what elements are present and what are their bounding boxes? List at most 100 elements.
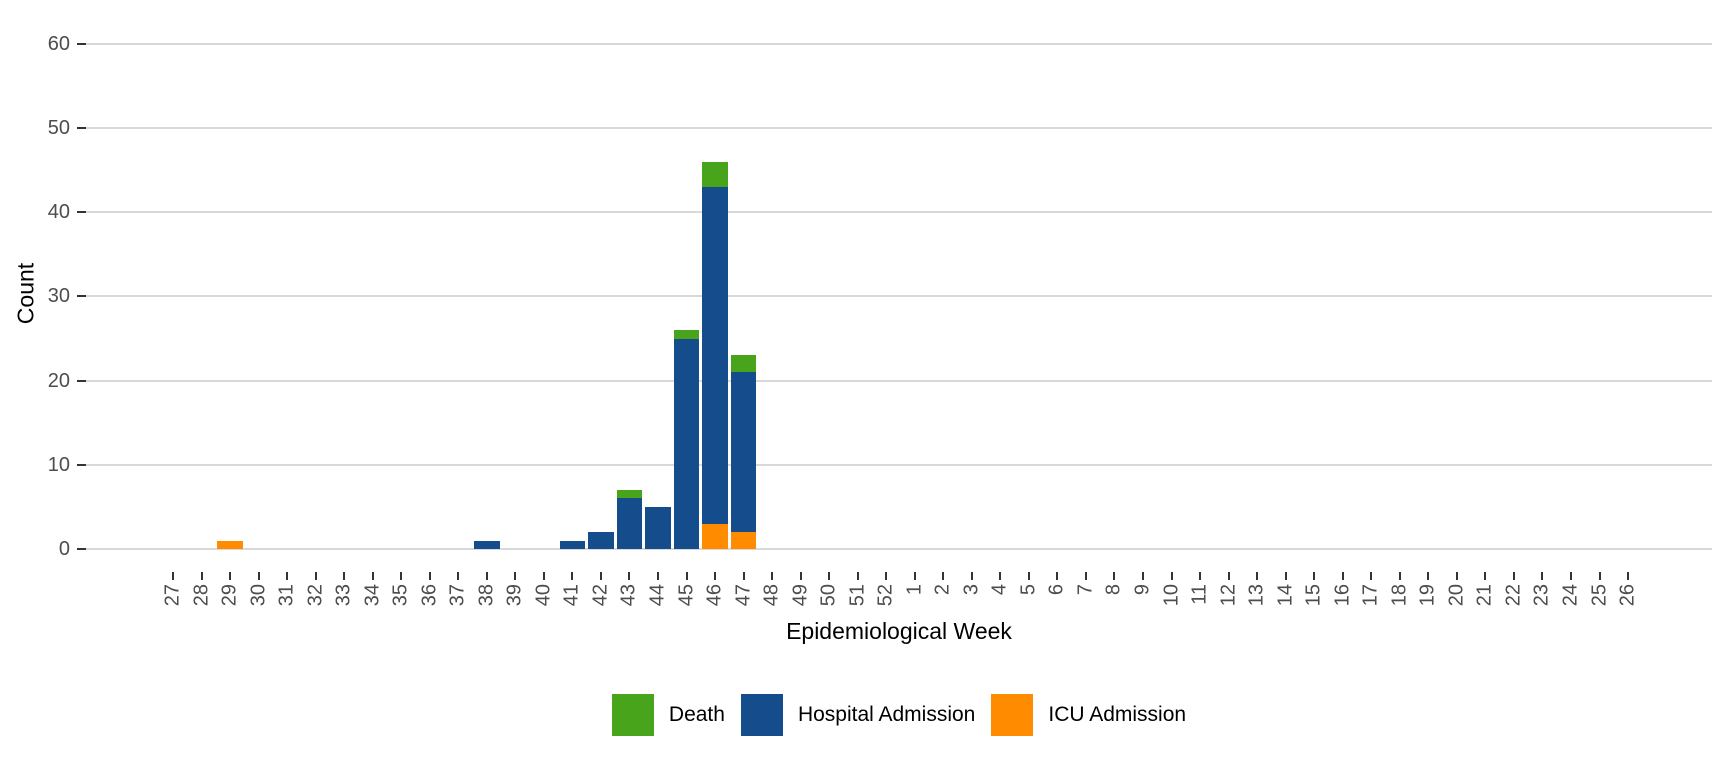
x-tick-label: 49 bbox=[789, 584, 812, 607]
y-tick-label: 60 bbox=[47, 32, 70, 55]
y-tick-label: 50 bbox=[47, 117, 70, 140]
x-tick-label: 9 bbox=[1131, 584, 1154, 596]
x-tick-mark bbox=[257, 572, 260, 580]
x-tick-label: 36 bbox=[418, 584, 441, 607]
x-tick-mark bbox=[742, 572, 745, 580]
legend-label: ICU Admission bbox=[1048, 703, 1187, 726]
x-tick-mark bbox=[1598, 572, 1601, 580]
bar-week-45-death bbox=[673, 330, 700, 339]
y-tick-mark bbox=[77, 463, 86, 466]
x-tick-label: 24 bbox=[1559, 584, 1582, 607]
x-tick-mark bbox=[1027, 572, 1030, 580]
x-tick-mark bbox=[685, 572, 688, 580]
x-tick-mark bbox=[999, 572, 1002, 580]
bar-week-41-hospital-admission bbox=[559, 540, 586, 549]
x-tick-mark bbox=[1512, 572, 1515, 580]
x-tick-label: 15 bbox=[1302, 584, 1325, 607]
gridline-y-40 bbox=[86, 211, 1712, 214]
y-tick-mark bbox=[77, 548, 86, 550]
x-tick-label: 18 bbox=[1388, 584, 1411, 607]
gridline-y-10 bbox=[86, 463, 1712, 466]
x-tick-mark bbox=[1455, 572, 1458, 580]
legend-item-hospital-admission: Hospital Admission bbox=[740, 694, 976, 736]
x-tick-label: 25 bbox=[1588, 584, 1610, 607]
x-tick-mark bbox=[514, 572, 517, 580]
x-tick-label: 11 bbox=[1188, 584, 1211, 605]
x-tick-label: 40 bbox=[532, 584, 555, 607]
x-tick-mark bbox=[1627, 572, 1630, 580]
y-tick-mark bbox=[77, 379, 86, 382]
x-tick-mark bbox=[172, 572, 174, 580]
x-tick-label: 7 bbox=[1074, 584, 1097, 596]
y-tick-mark bbox=[77, 127, 86, 130]
x-tick-mark bbox=[599, 572, 602, 580]
y-tick-mark bbox=[77, 42, 86, 45]
gridline-y-60 bbox=[86, 42, 1712, 45]
y-tick-label: 30 bbox=[47, 285, 70, 308]
x-tick-label: 47 bbox=[732, 584, 755, 607]
x-tick-label: 1 bbox=[903, 584, 926, 596]
legend-key-swatch bbox=[740, 694, 783, 736]
x-tick-mark bbox=[1313, 572, 1316, 580]
bar-week-46-icu-admission bbox=[702, 523, 728, 549]
x-tick-mark bbox=[1084, 572, 1087, 580]
x-tick-label: 13 bbox=[1245, 584, 1268, 607]
x-tick-mark bbox=[1541, 572, 1544, 580]
x-tick-label: 45 bbox=[675, 584, 698, 607]
x-tick-mark bbox=[913, 572, 916, 580]
x-tick-label: 23 bbox=[1530, 584, 1553, 607]
x-tick-mark bbox=[1056, 572, 1059, 580]
x-tick-mark bbox=[542, 572, 545, 580]
x-tick-mark bbox=[571, 572, 574, 580]
x-tick-mark bbox=[1341, 572, 1344, 580]
x-tick-label: 33 bbox=[332, 584, 355, 607]
x-tick-mark bbox=[657, 572, 659, 580]
gridline-y-0 bbox=[86, 548, 1712, 550]
y-tick-mark bbox=[77, 211, 86, 214]
x-tick-label: 27 bbox=[161, 584, 184, 607]
bar-week-43-hospital-admission bbox=[616, 498, 643, 549]
x-tick-mark bbox=[970, 572, 973, 580]
bar-week-47-hospital-admission bbox=[730, 372, 757, 533]
x-tick-mark bbox=[314, 572, 317, 580]
x-axis-title: Epidemiological Week bbox=[786, 618, 1012, 644]
x-tick-label: 35 bbox=[389, 584, 412, 607]
gridline-y-30 bbox=[86, 295, 1712, 298]
x-tick-label: 30 bbox=[247, 584, 270, 607]
x-tick-mark bbox=[229, 572, 232, 580]
x-tick-mark bbox=[1284, 572, 1287, 580]
legend-label: Death bbox=[668, 703, 725, 726]
x-tick-mark bbox=[1427, 572, 1430, 580]
bar-week-29-icu-admission bbox=[217, 540, 243, 549]
x-tick-mark bbox=[485, 572, 488, 580]
legend-key-swatch bbox=[611, 694, 654, 736]
x-tick-mark bbox=[1199, 572, 1202, 580]
x-tick-mark bbox=[628, 572, 631, 580]
x-tick-label: 5 bbox=[1017, 584, 1040, 596]
x-tick-mark bbox=[1113, 572, 1116, 580]
x-tick-mark bbox=[856, 572, 859, 580]
x-tick-mark bbox=[885, 572, 888, 580]
x-tick-mark bbox=[1398, 572, 1401, 580]
gridline-y-20 bbox=[86, 379, 1712, 382]
x-tick-label: 17 bbox=[1359, 584, 1382, 607]
x-tick-label: 46 bbox=[703, 584, 726, 607]
x-tick-mark bbox=[771, 572, 774, 580]
bar-week-47-icu-admission bbox=[730, 532, 757, 549]
legend-item-icu-admission: ICU Admission bbox=[991, 694, 1186, 736]
x-tick-label: 2 bbox=[931, 584, 954, 596]
bar-week-46-death bbox=[702, 161, 728, 188]
x-tick-mark bbox=[1170, 572, 1173, 580]
x-tick-label: 22 bbox=[1502, 584, 1525, 607]
bar-week-46-hospital-admission bbox=[702, 187, 728, 524]
bar-week-42-hospital-admission bbox=[588, 532, 614, 549]
x-tick-label: 10 bbox=[1160, 584, 1183, 607]
x-tick-label: 8 bbox=[1102, 584, 1125, 596]
x-tick-mark bbox=[200, 572, 203, 580]
x-tick-label: 28 bbox=[190, 584, 213, 607]
x-tick-label: 44 bbox=[646, 584, 669, 607]
x-tick-label: 43 bbox=[617, 584, 640, 607]
legend-item-death: Death bbox=[611, 694, 725, 736]
legend-label: Hospital Admission bbox=[797, 703, 976, 726]
